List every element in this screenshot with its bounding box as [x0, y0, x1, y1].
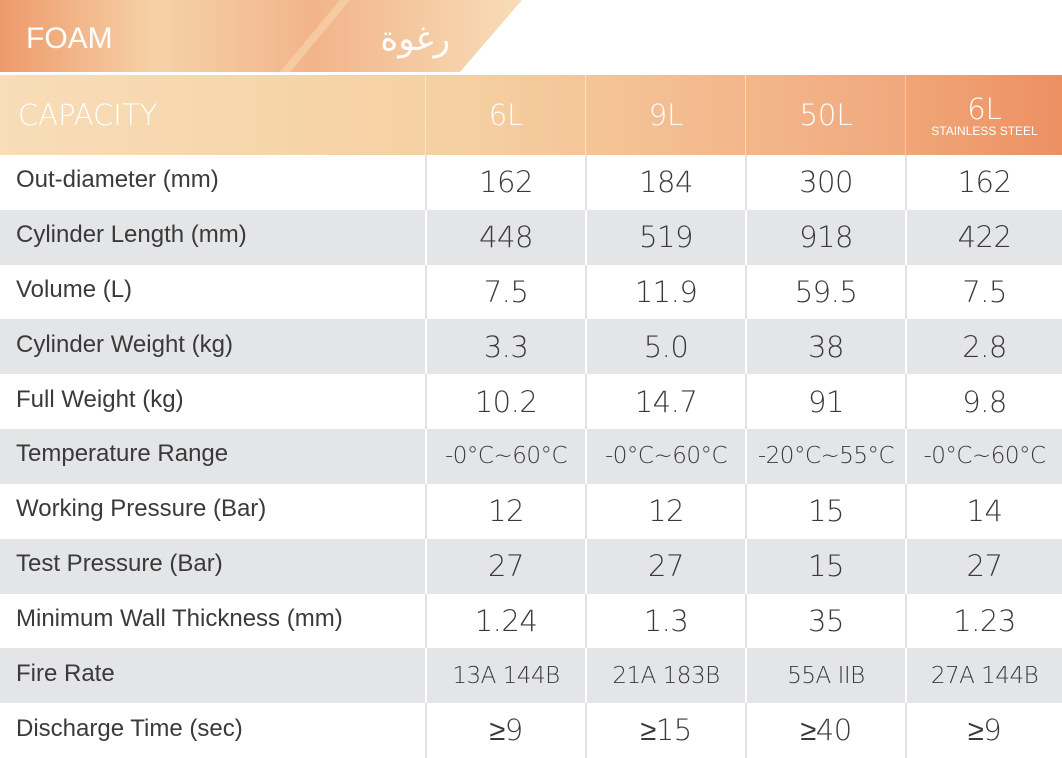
column-header-text: 6L — [488, 98, 524, 132]
banner-shape — [0, 0, 522, 72]
cell-value: 91 — [745, 374, 905, 430]
cell-value: 3.3 — [425, 319, 585, 375]
cell-value: 300 — [745, 155, 905, 210]
row-label: Full Weight (kg) — [0, 374, 425, 430]
cell-value: 1.3 — [585, 593, 745, 649]
cell-value: 15 — [745, 483, 905, 539]
cell-value: 15 — [745, 538, 905, 594]
cell-value: 14.7 — [585, 374, 745, 430]
row-label: Out-diameter (mm) — [0, 155, 425, 210]
cell-value: 7.5 — [425, 264, 585, 320]
cell-value: 184 — [585, 155, 745, 210]
banner-title: FOAM — [26, 22, 113, 55]
cell-value: 14 — [905, 483, 1062, 539]
row-label: Fire Rate — [0, 648, 425, 704]
cell-value: 21A 183B — [585, 648, 745, 704]
cell-value: 5.0 — [585, 319, 745, 375]
cell-value: 162 — [425, 155, 585, 210]
column-header-text: CAPACITY — [18, 98, 158, 132]
cell-value: 10.2 — [425, 374, 585, 430]
cell-value: 59.5 — [745, 264, 905, 320]
cell-value: -20°C~55°C — [745, 429, 905, 484]
cell-value: 2.8 — [905, 319, 1062, 375]
cell-value: 27 — [905, 538, 1062, 594]
cell-value: -0°C~60°C — [905, 429, 1062, 484]
cell-value: 27 — [425, 538, 585, 594]
column-header-text: 50L — [799, 98, 853, 132]
cell-value: ≥9 — [905, 703, 1062, 758]
cell-value: ≥15 — [585, 703, 745, 758]
column-header: CAPACITY — [0, 75, 425, 155]
cell-value: 12 — [585, 483, 745, 539]
cell-value: 9.8 — [905, 374, 1062, 430]
cell-value: 448 — [425, 209, 585, 265]
row-label: Minimum Wall Thickness (mm) — [0, 593, 425, 649]
cell-value: 27A 144B — [905, 648, 1062, 704]
cell-value: 519 — [585, 209, 745, 265]
cell-value: 35 — [745, 593, 905, 649]
column-header-text: 6L — [967, 92, 1002, 126]
cell-value: -0°C~60°C — [425, 429, 585, 484]
cell-value: 422 — [905, 209, 1062, 265]
cell-value: 162 — [905, 155, 1062, 210]
cell-value: 1.24 — [425, 593, 585, 649]
cell-value: 12 — [425, 483, 585, 539]
cell-value: ≥40 — [745, 703, 905, 758]
column-header: 9L — [585, 75, 746, 155]
cell-value: 1.23 — [905, 593, 1062, 649]
cell-value: 11.9 — [585, 264, 745, 320]
row-label: Test Pressure (Bar) — [0, 538, 425, 594]
row-label: Volume (L) — [0, 264, 425, 320]
banner: FOAM رغوة — [0, 0, 522, 72]
column-header-text: 9L — [648, 98, 684, 132]
row-label: Cylinder Length (mm) — [0, 209, 425, 265]
cell-value: -0°C~60°C — [585, 429, 745, 484]
cell-value: 27 — [585, 538, 745, 594]
row-label: Temperature Range — [0, 429, 425, 484]
column-header: 6L STAINLESS STEEL — [905, 75, 1062, 155]
banner-divider — [280, 0, 350, 72]
row-label: Cylinder Weight (kg) — [0, 319, 425, 375]
banner-arabic: رغوة — [380, 19, 450, 59]
cell-value: 55A IIB — [745, 648, 905, 704]
cell-value: 7.5 — [905, 264, 1062, 320]
column-header: 50L — [745, 75, 906, 155]
cell-value: 38 — [745, 319, 905, 375]
column-header: 6L — [425, 75, 586, 155]
cell-value: ≥9 — [425, 703, 585, 758]
row-label: Discharge Time (sec) — [0, 703, 425, 758]
header-row — [0, 75, 1062, 155]
cell-value: 13A 144B — [425, 648, 585, 704]
row-label: Working Pressure (Bar) — [0, 483, 425, 539]
column-note: STAINLESS STEEL — [931, 124, 1038, 138]
cell-value: 918 — [745, 209, 905, 265]
